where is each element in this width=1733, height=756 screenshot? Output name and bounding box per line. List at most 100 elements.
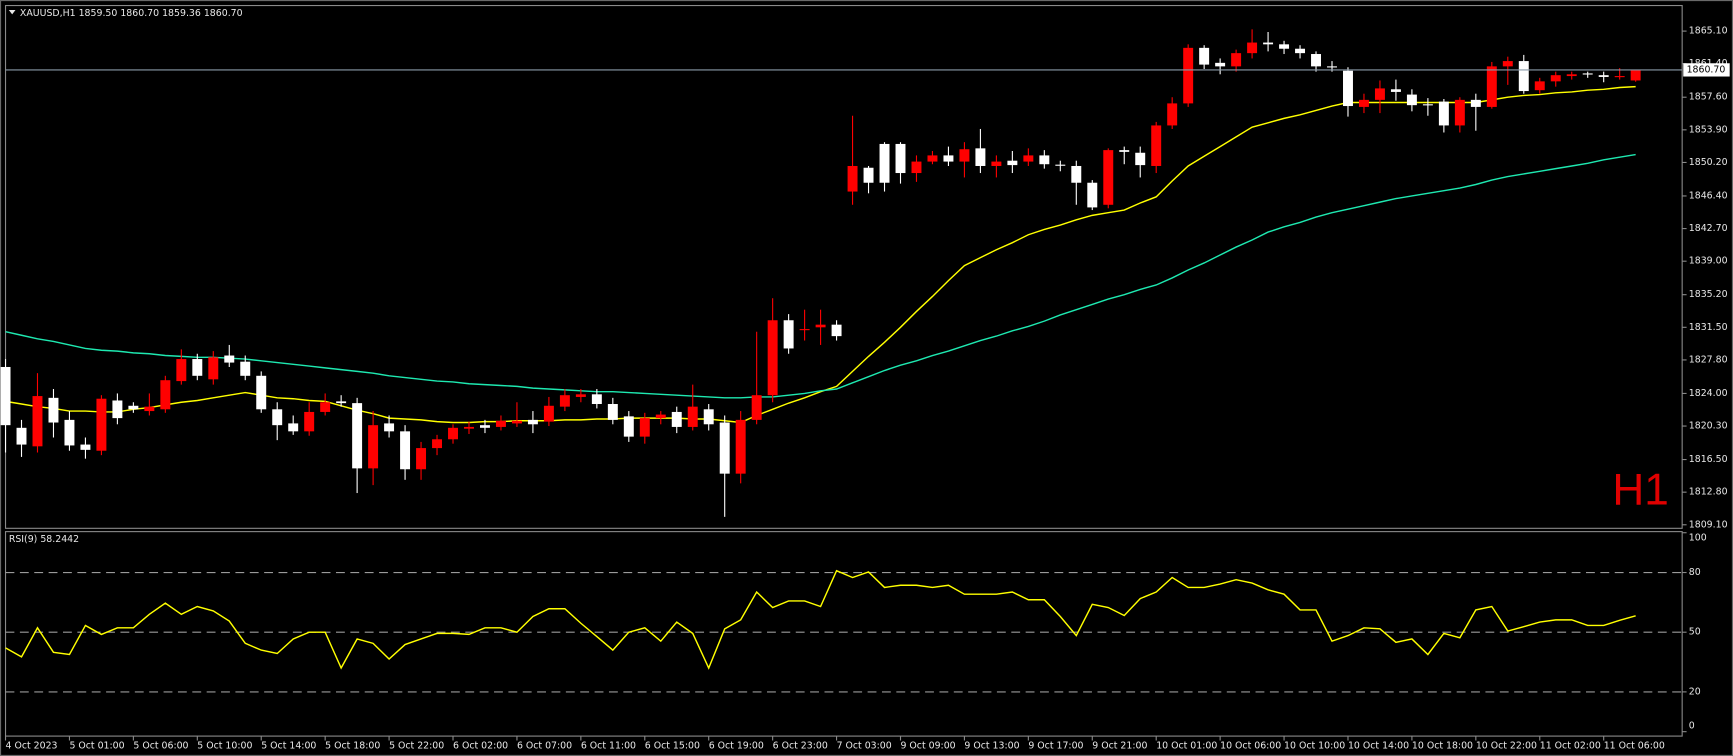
x-tick-label: 10 Oct 06:00 [1220,741,1281,752]
candle-body [783,320,794,349]
candle-body [224,355,235,363]
candle-body [1151,125,1162,166]
x-tick-label: 9 Oct 09:00 [900,741,955,752]
candle-body [655,414,666,419]
candle-body [1135,152,1146,166]
candle-body [927,155,938,162]
rsi-y-tick-label: 0 [1689,721,1695,732]
price-panel [4,4,1683,529]
y-tick-label: 1850.20 [1689,157,1728,168]
candle-body [1231,53,1242,67]
candle-body [1039,155,1050,165]
candle-body [1518,61,1529,92]
x-tick-label: 7 Oct 03:00 [837,741,892,752]
candle-body [128,405,139,410]
candle-body [639,418,650,437]
candle-body [831,324,842,337]
candle-body [0,366,11,426]
candle-body [735,419,746,474]
candle-body [703,409,714,425]
y-tick-label: 1824.00 [1689,388,1728,399]
candle-body [48,397,59,423]
candle-body [288,423,299,432]
candle-body [1582,73,1593,75]
candle-body [815,324,826,328]
candle-body [1215,62,1226,67]
candle-body [432,439,443,449]
candle-body [799,329,810,331]
x-tick-label: 5 Oct 18:00 [325,741,380,752]
rsi-line [5,569,1636,670]
candle-body [767,320,778,396]
candle-body [1023,155,1034,162]
candle-body [1183,47,1194,104]
candle-body [607,404,618,420]
candle-body [671,411,682,427]
rsi-y-tick-label: 50 [1689,627,1701,638]
candle-body [575,394,586,397]
candle-body [1007,160,1018,166]
y-tick-label: 1842.70 [1689,223,1728,234]
candle-body [1454,99,1465,126]
x-tick-label: 9 Oct 13:00 [964,741,1019,752]
candle-body [895,143,906,174]
candle-body [591,394,602,405]
x-tick-label: 5 Oct 14:00 [261,741,316,752]
candle-body [751,395,762,420]
candle-body [1374,88,1385,100]
y-tick-label: 1820.30 [1689,421,1728,432]
candle-body [16,427,27,445]
candle-body [176,359,187,382]
menu-arrow[interactable] [8,9,16,15]
candle-body [112,400,123,419]
chart-title: XAUUSD,H1 1859.50 1860.70 1859.36 1860.7… [20,8,243,19]
y-tick-label: 1816.50 [1689,454,1728,465]
candle-body [256,375,267,410]
rsi-y-tick-label: 80 [1689,567,1701,578]
candle-body [1247,42,1258,54]
candle-body [352,403,363,469]
candle-body [1295,48,1306,54]
candle-body [1390,89,1401,92]
x-tick-label: 10 Oct 01:00 [1156,741,1217,752]
candle-body [464,426,474,429]
candle-body [1343,70,1353,107]
candle-body [320,402,331,412]
candle-body [384,423,395,432]
y-tick-label: 1857.60 [1689,92,1728,103]
rsi-y-tick-label: 20 [1689,686,1701,697]
candle-body [959,149,970,162]
candle-body [863,167,874,183]
candle-body [943,155,954,162]
candle-body [1438,101,1449,126]
x-tick-label: 11 Oct 02:00 [1540,741,1601,752]
candle-body [80,444,91,450]
y-tick-label: 1812.80 [1689,487,1728,498]
rsi-panel [4,531,1683,737]
y-tick-label: 1853.90 [1689,124,1728,135]
candle-body [1119,150,1130,152]
candle-body [240,361,251,376]
x-tick-label: 6 Oct 02:00 [453,741,508,752]
candle-body [559,395,570,407]
candle-body [495,420,506,427]
candle-body [416,448,427,470]
x-tick-label: 5 Oct 06:00 [133,741,188,752]
candle-body [1614,76,1625,78]
y-tick-label: 1865.10 [1689,26,1728,37]
y-tick-label: 1827.80 [1689,354,1728,365]
y-tick-label: 1835.20 [1689,289,1728,300]
candle-body [1311,54,1321,67]
candle-body [687,406,698,427]
candle-body [96,398,107,451]
candle-body [1358,99,1369,107]
candle-body [1071,165,1082,183]
y-tick-label: 1839.00 [1689,256,1728,267]
candle-body [1103,150,1114,205]
candle-body [1167,103,1178,126]
candle-body [1470,99,1481,107]
candle-body [1279,44,1290,49]
candle-body [1534,81,1545,91]
